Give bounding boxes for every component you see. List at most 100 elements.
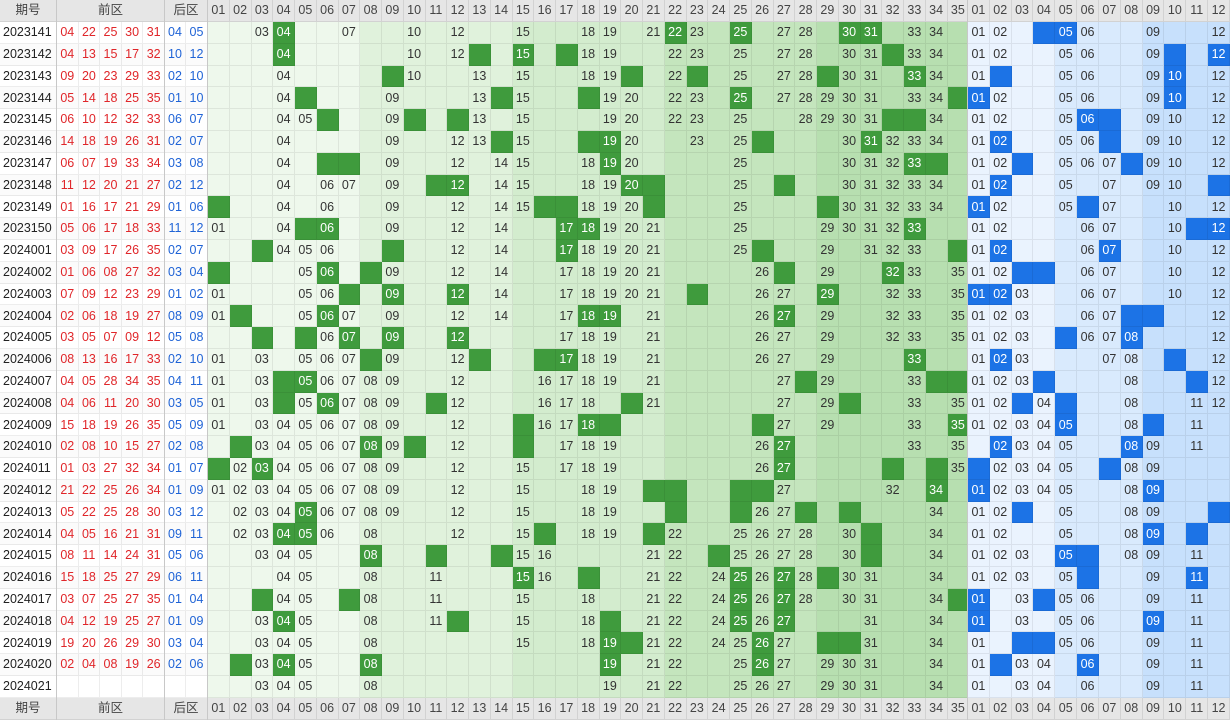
back-draw-number: 02 — [165, 65, 186, 88]
front-grid-cell: 20 — [621, 261, 643, 284]
front-grid-cell: 09 — [382, 109, 404, 131]
front-grid-cell: 18 — [577, 436, 600, 458]
header-front-col-15: 15 — [512, 0, 535, 22]
front-grid-cell: 15 — [512, 22, 535, 44]
front-hit-cell — [947, 370, 970, 393]
back-grid-cell: 07 — [1098, 283, 1121, 306]
front-grid-cell — [295, 43, 317, 66]
front-grid-cell: 21 — [643, 370, 665, 393]
front-draw-number: 05 — [57, 501, 79, 524]
front-grid-cell — [643, 414, 665, 437]
front-grid-cell: 12 — [447, 305, 469, 328]
back-hit-cell: 02 — [989, 436, 1012, 458]
back-grid-cell: 05 — [1055, 152, 1078, 175]
front-hit-cell: 27 — [773, 458, 796, 480]
front-grid-cell — [947, 152, 970, 175]
back-grid-cell — [1164, 370, 1187, 393]
front-grid-cell — [686, 458, 709, 480]
front-grid-cell — [860, 327, 883, 349]
back-grid-cell: 09 — [1142, 109, 1165, 131]
front-grid-cell: 18 — [577, 65, 600, 88]
header-front-col-26: 26 — [751, 0, 774, 22]
front-hit-cell — [860, 545, 883, 567]
front-hit-cell — [925, 152, 948, 175]
front-grid-cell — [425, 109, 448, 131]
front-draw-number: 34 — [143, 152, 165, 175]
front-grid-cell: 01 — [208, 370, 230, 393]
front-grid-cell — [469, 545, 491, 567]
front-hit-cell: 12 — [447, 174, 469, 197]
header-front-col-34: 34 — [925, 0, 948, 22]
front-grid-cell: 26 — [751, 458, 774, 480]
front-grid-cell: 34 — [925, 109, 948, 131]
header-front-col-23: 23 — [686, 0, 709, 22]
front-grid-cell: 21 — [643, 22, 665, 44]
header-back-col-02: 02 — [989, 0, 1012, 22]
back-grid-cell — [1098, 523, 1121, 546]
front-grid-cell — [403, 196, 426, 219]
front-hit-cell: 15 — [512, 567, 535, 589]
back-hit-cell: 02 — [989, 131, 1012, 153]
front-draw-number: 29 — [143, 283, 165, 306]
front-grid-cell — [403, 632, 426, 655]
header-front-col-01: 01 — [208, 0, 230, 22]
back-draw-number: 09 — [186, 610, 208, 633]
front-hit-cell: 25 — [730, 87, 752, 110]
front-grid-cell — [425, 131, 448, 153]
front-hit-cell — [838, 392, 861, 415]
front-grid-cell — [925, 392, 948, 415]
front-grid-cell: 19 — [599, 436, 622, 458]
front-grid-cell — [229, 283, 252, 306]
front-hit-cell — [490, 131, 513, 153]
front-draw-number: 25 — [121, 610, 144, 633]
front-hit-cell — [643, 523, 665, 546]
front-grid-cell — [621, 370, 643, 393]
back-grid-cell: 01 — [968, 349, 990, 371]
front-grid-cell: 18 — [577, 261, 600, 284]
front-grid-cell: 19 — [599, 349, 622, 371]
back-grid-cell — [1098, 436, 1121, 458]
front-hit-cell — [534, 196, 556, 219]
front-hit-cell — [860, 523, 883, 546]
front-grid-cell — [316, 43, 339, 66]
back-grid-cell — [1186, 43, 1209, 66]
front-hit-cell — [556, 196, 578, 219]
back-grid-cell: 02 — [989, 305, 1012, 328]
front-hit-cell: 18 — [577, 305, 600, 328]
front-draw-number: 03 — [57, 327, 79, 349]
back-hit-cell: 08 — [1120, 327, 1143, 349]
front-grid-cell: 12 — [447, 43, 469, 66]
issue-cell: 2024014 — [0, 523, 57, 546]
back-grid-cell — [1011, 22, 1034, 44]
back-grid-cell: 12 — [1208, 109, 1230, 131]
back-grid-cell: 12 — [1208, 65, 1230, 88]
front-hit-cell: 05 — [295, 370, 317, 393]
front-draw-number: 04 — [57, 392, 79, 415]
front-grid-cell — [947, 196, 970, 219]
front-grid-cell — [338, 261, 361, 284]
front-grid-cell: 07 — [338, 392, 361, 415]
back-grid-cell: 06 — [1077, 43, 1099, 66]
front-draw-number: 17 — [100, 240, 122, 262]
front-hit-cell: 17 — [556, 349, 578, 371]
front-grid-cell: 06 — [316, 414, 339, 437]
front-grid-cell: 31 — [860, 240, 883, 262]
front-grid-cell — [251, 305, 274, 328]
front-hit-cell — [751, 414, 774, 437]
front-draw-number: 21 — [121, 196, 144, 219]
back-grid-cell — [1033, 109, 1056, 131]
front-grid-cell — [382, 654, 404, 676]
back-grid-cell — [1186, 458, 1209, 480]
front-grid-cell: 05 — [295, 632, 317, 655]
back-grid-cell: 09 — [1142, 436, 1165, 458]
front-grid-cell — [295, 196, 317, 219]
front-grid-cell — [751, 196, 774, 219]
front-grid-cell: 14 — [490, 240, 513, 262]
front-grid-cell — [469, 152, 491, 175]
front-grid-cell — [382, 22, 404, 44]
front-hit-cell — [817, 632, 839, 655]
section-divider — [56, 0, 57, 720]
footer-back-col-09: 09 — [1142, 697, 1165, 720]
front-grid-cell — [686, 218, 709, 240]
header-back-col-03: 03 — [1011, 0, 1034, 22]
